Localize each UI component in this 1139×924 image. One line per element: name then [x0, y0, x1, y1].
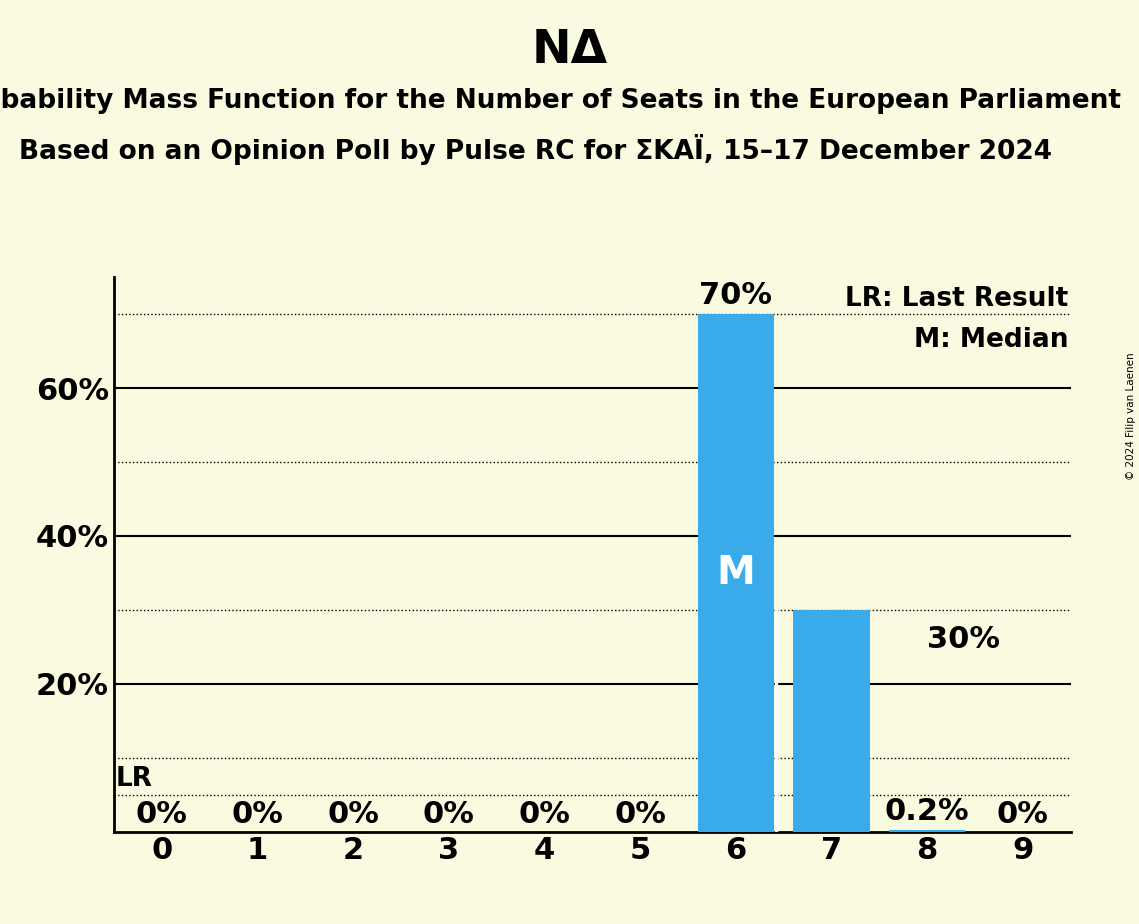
- Text: 0%: 0%: [136, 799, 188, 829]
- Text: M: M: [716, 553, 755, 592]
- Text: 0%: 0%: [518, 799, 571, 829]
- Text: M: Median: M: Median: [915, 327, 1068, 353]
- Text: 0%: 0%: [423, 799, 475, 829]
- Text: Probability Mass Function for the Number of Seats in the European Parliament: Probability Mass Function for the Number…: [0, 88, 1121, 114]
- Text: 0%: 0%: [231, 799, 284, 829]
- Bar: [793, 610, 870, 832]
- Text: 0%: 0%: [997, 799, 1049, 829]
- Text: © 2024 Filip van Laenen: © 2024 Filip van Laenen: [1126, 352, 1136, 480]
- Bar: [697, 314, 775, 832]
- Text: LR: LR: [116, 766, 153, 793]
- Text: 0.2%: 0.2%: [885, 797, 969, 826]
- Text: NΔ: NΔ: [532, 28, 607, 73]
- Text: LR: Last Result: LR: Last Result: [845, 286, 1068, 311]
- Text: 70%: 70%: [699, 282, 772, 310]
- Text: 30%: 30%: [927, 625, 1000, 653]
- Text: 0%: 0%: [614, 799, 666, 829]
- Text: 0%: 0%: [327, 799, 379, 829]
- Bar: [888, 830, 966, 832]
- Text: Based on an Opinion Poll by Pulse RC for ΣΚΑΪ, 15–17 December 2024: Based on an Opinion Poll by Pulse RC for…: [19, 134, 1051, 165]
